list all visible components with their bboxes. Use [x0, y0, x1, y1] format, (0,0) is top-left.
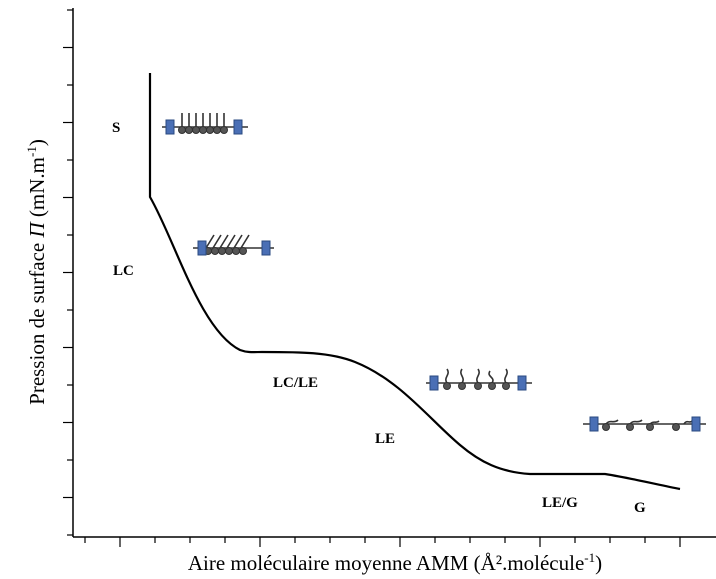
molecule-icon-le — [426, 368, 532, 391]
molecule-icon-s — [162, 113, 248, 135]
isotherm-curve — [148, 73, 681, 491]
y-label-unit: (mN.m — [25, 157, 49, 222]
axis-ticks — [63, 9, 681, 547]
y-label-symbol: Π — [25, 220, 49, 238]
phase-label: LE/G — [542, 495, 578, 511]
phase-label: LE — [375, 431, 395, 447]
y-label-sup: -1 — [24, 146, 39, 157]
x-label-close: ) — [595, 551, 602, 575]
phase-label: LC — [113, 263, 134, 279]
x-axis-label: Aire moléculaire moyenne AMM (Å².molécul… — [188, 550, 602, 575]
x-label-sup: -1 — [584, 550, 595, 565]
y-axis-label: Pression de surface Π (mN.m-1) — [24, 139, 49, 405]
molecule-icon-lc — [193, 234, 274, 256]
x-label-text: Aire moléculaire moyenne AMM (Å².molécul… — [188, 551, 584, 575]
molecule-icon-g — [583, 416, 706, 432]
phase-label: S — [112, 120, 120, 136]
y-label-text: Pression de surface — [25, 237, 49, 404]
phase-label: LC/LE — [273, 375, 318, 391]
phase-label: G — [634, 500, 646, 516]
y-label-close: ) — [25, 139, 49, 146]
